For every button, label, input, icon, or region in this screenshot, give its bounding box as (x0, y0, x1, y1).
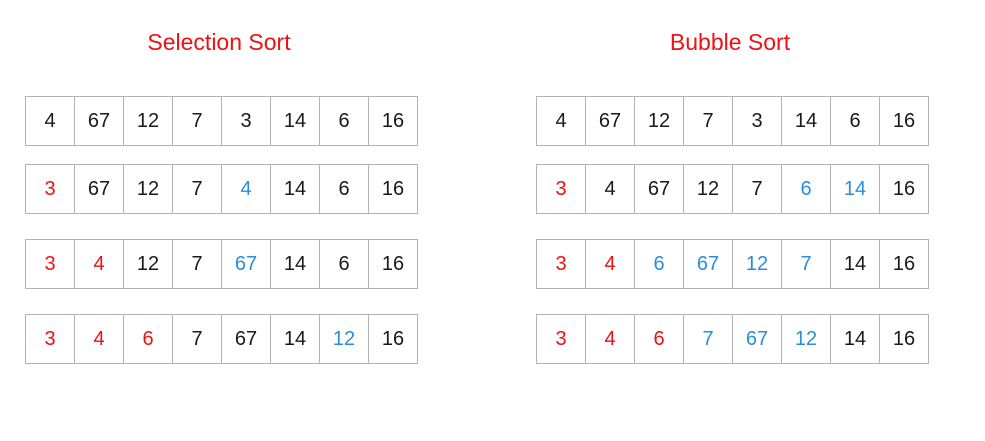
array-cell: 14 (831, 240, 880, 288)
array-cell: 12 (124, 165, 173, 213)
array-cell: 4 (222, 165, 271, 213)
array-cell: 3 (222, 97, 271, 145)
array-row: 3 4 6 7 67 12 14 16 (536, 314, 929, 364)
array-row: 3 4 6 7 67 14 12 16 (25, 314, 418, 364)
array-cell: 14 (831, 315, 880, 363)
array-row: 3 4 67 12 7 6 14 16 (536, 164, 929, 214)
array-cell: 7 (173, 165, 222, 213)
array-cell: 12 (684, 165, 733, 213)
array-cell: 3 (537, 165, 586, 213)
array-cell: 7 (782, 240, 831, 288)
array-cell: 14 (271, 240, 320, 288)
array-cell: 14 (782, 97, 831, 145)
array-cell: 16 (369, 165, 418, 213)
array-cell: 16 (369, 97, 418, 145)
array-row: 3 4 6 67 12 7 14 16 (536, 239, 929, 289)
selection-sort-panel: Selection Sort 4 67 12 7 3 14 6 16 3 67 12 7 4 14 6 16 3… (25, 0, 418, 441)
array-cell: 4 (586, 315, 635, 363)
array-cell: 4 (537, 97, 586, 145)
array-cell: 14 (271, 97, 320, 145)
array-cell: 14 (271, 315, 320, 363)
array-cell: 6 (831, 97, 880, 145)
array-cell: 12 (782, 315, 831, 363)
array-cell: 4 (75, 315, 124, 363)
array-cell: 12 (320, 315, 369, 363)
array-cell: 67 (75, 165, 124, 213)
array-cell: 3 (26, 165, 75, 213)
array-cell: 6 (635, 315, 684, 363)
bubble-sort-title: Bubble Sort (669, 29, 791, 55)
array-cell: 6 (782, 165, 831, 213)
array-cell: 16 (880, 165, 929, 213)
array-cell: 3 (26, 240, 75, 288)
array-cell: 67 (586, 97, 635, 145)
array-row: 4 67 12 7 3 14 6 16 (536, 96, 929, 146)
array-cell: 67 (635, 165, 684, 213)
array-cell: 7 (173, 315, 222, 363)
array-cell: 67 (222, 240, 271, 288)
array-cell: 67 (684, 240, 733, 288)
array-cell: 16 (369, 240, 418, 288)
selection-sort-title: Selection Sort (147, 29, 291, 55)
array-cell: 4 (586, 240, 635, 288)
array-cell: 6 (320, 97, 369, 145)
array-cell: 12 (635, 97, 684, 145)
array-cell: 16 (369, 315, 418, 363)
array-row: 3 4 12 7 67 14 6 16 (25, 239, 418, 289)
array-row: 3 67 12 7 4 14 6 16 (25, 164, 418, 214)
array-cell: 12 (733, 240, 782, 288)
array-cell: 3 (537, 240, 586, 288)
array-cell: 12 (124, 97, 173, 145)
array-cell: 7 (173, 97, 222, 145)
bubble-sort-panel: Bubble Sort 4 67 12 7 3 14 6 16 3 4 67 12 7 6 14 16 3 4 6 6… (536, 0, 929, 441)
array-cell: 4 (26, 97, 75, 145)
array-cell: 14 (271, 165, 320, 213)
array-cell: 12 (124, 240, 173, 288)
array-cell: 4 (586, 165, 635, 213)
array-cell: 6 (124, 315, 173, 363)
array-cell: 14 (831, 165, 880, 213)
array-cell: 3 (733, 97, 782, 145)
array-cell: 7 (173, 240, 222, 288)
array-cell: 3 (26, 315, 75, 363)
array-cell: 7 (684, 97, 733, 145)
array-cell: 67 (75, 97, 124, 145)
array-cell: 6 (320, 240, 369, 288)
array-cell: 67 (733, 315, 782, 363)
array-cell: 7 (684, 315, 733, 363)
array-cell: 3 (537, 315, 586, 363)
array-cell: 67 (222, 315, 271, 363)
array-cell: 16 (880, 315, 929, 363)
array-cell: 6 (320, 165, 369, 213)
array-cell: 7 (733, 165, 782, 213)
array-cell: 16 (880, 240, 929, 288)
array-cell: 6 (635, 240, 684, 288)
array-cell: 16 (880, 97, 929, 145)
array-cell: 4 (75, 240, 124, 288)
array-row: 4 67 12 7 3 14 6 16 (25, 96, 418, 146)
